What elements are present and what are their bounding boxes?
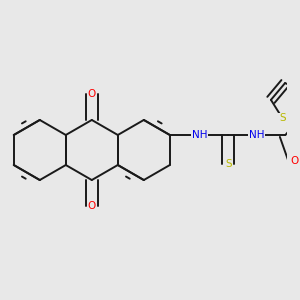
Text: O: O — [88, 89, 96, 99]
Text: O: O — [88, 201, 96, 211]
Text: NH: NH — [249, 130, 265, 140]
Text: S: S — [225, 158, 232, 169]
Text: S: S — [279, 113, 286, 123]
Text: O: O — [290, 155, 298, 166]
Text: NH: NH — [192, 130, 208, 140]
